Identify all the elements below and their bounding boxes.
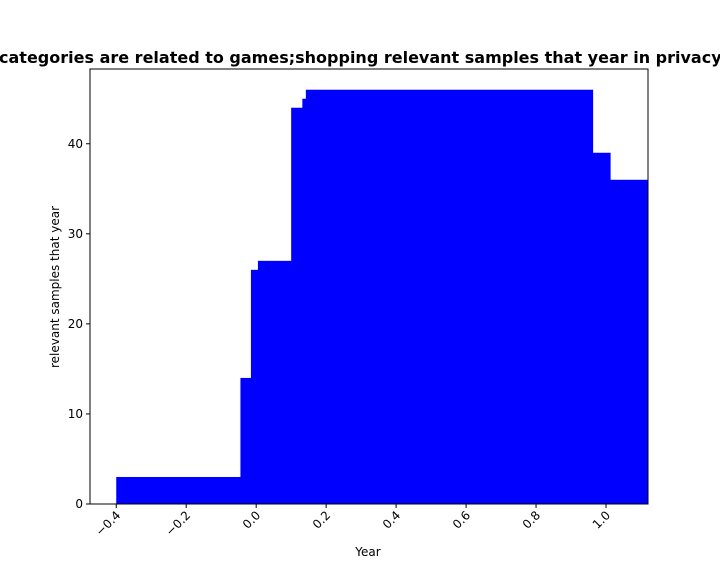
x-axis-label: Year <box>354 545 380 559</box>
bar-5 <box>302 98 307 505</box>
bar-6 <box>305 89 594 504</box>
chart-title: Which categories are related to games;sh… <box>0 48 720 67</box>
y-tick-label: 40 <box>68 137 83 151</box>
y-tick-label: 20 <box>68 317 83 331</box>
y-tick-label: 30 <box>68 227 83 241</box>
bar-1 <box>240 377 252 504</box>
bars-group <box>116 89 649 505</box>
y-axis-ticks: 0 10 20 30 40 <box>68 137 90 511</box>
y-tick-label: 0 <box>75 497 83 511</box>
bar-4 <box>291 107 303 504</box>
bar-8 <box>610 179 649 504</box>
bar-0 <box>116 476 241 504</box>
bar-3 <box>257 260 292 504</box>
bar-2 <box>250 269 259 504</box>
plot-frame <box>89 68 649 505</box>
y-axis-label: relevant samples that year <box>48 206 62 368</box>
y-tick-label: 10 <box>68 407 83 421</box>
bar-7 <box>592 152 611 505</box>
